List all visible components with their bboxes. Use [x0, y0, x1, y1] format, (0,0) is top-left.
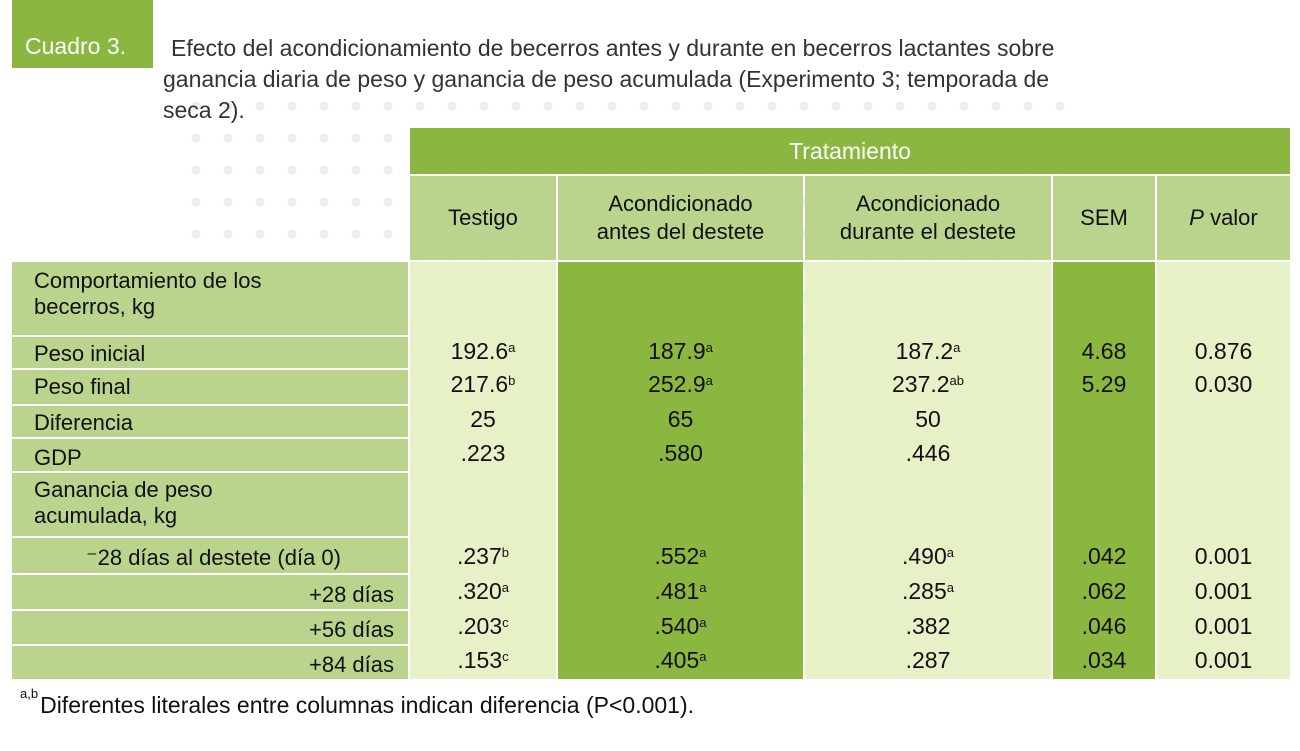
row-label-peso-inicial: Peso inicial — [12, 337, 408, 368]
col-header-antes-line1: Acondicionado — [608, 191, 753, 216]
row-label-dia-0: ⁻28 días al destete (día 0) — [12, 538, 408, 573]
cell-peso-inicial-durante: 187.2a — [895, 338, 961, 364]
cell-diferencia-antes: 65 — [667, 406, 694, 432]
cell-peso-final-p: 0.030 — [1194, 371, 1253, 397]
group-header-tratamiento: Tratamiento — [410, 128, 1290, 174]
row-label-section-ganancia: Ganancia de peso acumulada, kg — [12, 473, 408, 536]
caption-line-2: ganancia diaria de peso y ganancia de pe… — [163, 66, 1050, 92]
col-header-antes: Acondicionado antes del destete — [558, 176, 803, 260]
row-label-peso-final: Peso final — [12, 370, 408, 404]
row-label-diferencia: Diferencia — [12, 406, 408, 437]
footnote-superscript: a,b — [20, 686, 39, 701]
cell-d28-p: 0.001 — [1194, 578, 1253, 604]
cell-peso-final-durante: 237.2ab — [891, 371, 965, 397]
col-header-testigo: Testigo — [410, 176, 556, 260]
row-label-28-dias: +28 días — [12, 575, 408, 609]
table-number-tag: Cuadro 3. — [12, 0, 153, 68]
col-header-sem: SEM — [1053, 176, 1155, 260]
table-caption: Efecto del acondicionamiento de becerros… — [163, 33, 1263, 126]
cell-peso-inicial-sem: 4.68 — [1081, 338, 1127, 364]
cell-d56-durante: .382 — [905, 613, 951, 639]
section1-line2: becerros, kg — [34, 294, 156, 319]
cell-d84-durante: .287 — [905, 647, 951, 673]
col-header-durante-line2: durante el destete — [839, 219, 1017, 244]
cell-d28-sem: .062 — [1081, 578, 1127, 604]
p-valor-word: valor — [1210, 205, 1258, 230]
table-footnote: a,bDiferentes literales entre columnas i… — [20, 686, 695, 719]
col-bg-sem — [1053, 262, 1155, 679]
section1-line1: Comportamiento de los — [34, 268, 262, 293]
caption-line-3: seca 2). — [163, 97, 245, 123]
cell-d56-antes: .540a — [654, 613, 707, 639]
cell-d0-testigo: .237b — [457, 543, 509, 569]
col-header-antes-line2: antes del destete — [596, 219, 765, 244]
col-bg-antes — [558, 262, 803, 679]
col-bg-durante — [805, 262, 1051, 679]
cell-d0-sem: .042 — [1081, 543, 1127, 569]
col-bg-testigo — [410, 262, 556, 679]
col-header-durante: Acondicionado durante el destete — [805, 176, 1051, 260]
cell-d28-antes: .481a — [654, 578, 707, 604]
cell-gdp-durante: .446 — [905, 440, 951, 466]
cell-peso-final-sem: 5.29 — [1081, 371, 1127, 397]
cell-d0-durante: .490a — [902, 543, 954, 569]
cell-peso-final-testigo: 217.6b — [450, 371, 516, 397]
cell-peso-inicial-p: 0.876 — [1194, 338, 1253, 364]
cell-diferencia-durante: 50 — [915, 406, 941, 432]
cell-d84-antes: .405a — [654, 647, 707, 673]
cell-gdp-testigo: .223 — [460, 440, 506, 466]
cell-peso-final-antes: 252.9a — [648, 371, 713, 397]
col-header-durante-line1: Acondicionado — [855, 191, 1001, 216]
cell-d84-sem: .034 — [1081, 647, 1127, 673]
cell-peso-inicial-testigo: 192.6a — [450, 338, 516, 364]
cell-d84-testigo: .153c — [457, 647, 509, 673]
footnote-text: Diferentes literales entre columnas indi… — [40, 692, 695, 718]
col-header-p-valor: P valor — [1157, 176, 1290, 260]
cell-d56-p: 0.001 — [1194, 613, 1253, 639]
cell-d56-testigo: .203c — [457, 613, 509, 639]
cell-d28-durante: .285a — [902, 578, 954, 604]
cell-peso-inicial-antes: 187.9a — [648, 338, 713, 364]
p-italic: P — [1189, 205, 1204, 230]
cell-d28-testigo: .320a — [457, 578, 509, 604]
row-label-84-dias: +84 días — [12, 646, 408, 679]
cell-gdp-antes: .580 — [658, 440, 703, 466]
cell-d56-sem: .046 — [1081, 613, 1127, 639]
cell-d0-p: 0.001 — [1194, 543, 1253, 569]
section2-line1: Ganancia de peso — [34, 477, 213, 502]
cell-d0-antes: .552a — [654, 543, 707, 569]
col-bg-p-valor — [1157, 262, 1290, 679]
cell-diferencia-testigo: 25 — [470, 406, 496, 432]
section2-line2: acumulada, kg — [34, 503, 178, 528]
cell-d84-p: 0.001 — [1194, 647, 1253, 673]
row-label-section-comportamiento: Comportamiento de los becerros, kg — [12, 262, 408, 335]
caption-line-1: Efecto del acondicionamiento de becerros… — [171, 35, 1055, 61]
row-label-56-dias: +56 días — [12, 611, 408, 644]
row-label-gdp: GDP — [12, 439, 408, 471]
